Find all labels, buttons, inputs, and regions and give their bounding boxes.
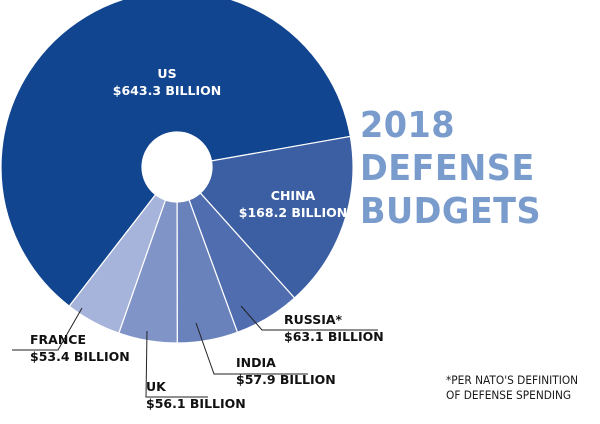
- title-line-defense: DEFENSE: [360, 148, 535, 189]
- label-china: CHINA: [271, 188, 316, 203]
- leader-line-france: [12, 307, 83, 351]
- label-us: US: [157, 66, 176, 81]
- chart-title: 2018 DEFENSE BUDGETS: [360, 104, 579, 233]
- label-russia: RUSSIA*: [284, 312, 343, 327]
- label-france: FRANCE: [30, 332, 86, 347]
- value-label-china: $168.2 BILLION: [239, 205, 347, 220]
- title-line-year: 2018: [360, 105, 456, 146]
- leader-line-russia: [240, 305, 378, 331]
- value-label-russia: $63.1 BILLION: [284, 329, 384, 344]
- label-india: INDIA: [236, 355, 276, 370]
- footnote-line-1: *PER NATO'S DEFINITION: [446, 373, 579, 387]
- value-label-uk: $56.1 BILLION: [146, 396, 246, 411]
- title-line-budgets: BUDGETS: [360, 191, 542, 232]
- leader-line-uk: [145, 330, 208, 398]
- slice-us: [0, 0, 352, 308]
- footnote-line-2: OF DEFENSE SPENDING: [446, 388, 572, 402]
- leader-line-india: [195, 322, 308, 375]
- value-label-india: $57.9 BILLION: [236, 372, 336, 387]
- slice-china: [199, 135, 354, 299]
- label-uk: UK: [146, 379, 167, 394]
- value-label-us: $643.3 BILLION: [113, 83, 221, 98]
- slice-france: [68, 193, 167, 334]
- footnote: *PER NATO'S DEFINITION OF DEFENSE SPENDI…: [446, 373, 584, 403]
- value-label-france: $53.4 BILLION: [30, 349, 130, 364]
